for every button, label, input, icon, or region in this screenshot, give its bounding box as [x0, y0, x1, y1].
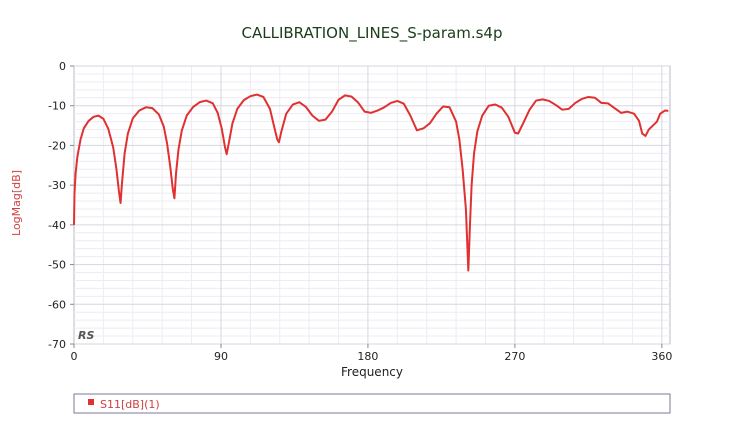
x-axis-ticks: 0 90 180 270 360: [71, 344, 672, 363]
y-tick-label: -50: [48, 259, 66, 272]
x-tick-label: 180: [357, 350, 378, 363]
major-gridlines: [74, 65, 670, 345]
series-lines: [73, 93, 669, 272]
y-tick-label: -60: [48, 298, 66, 311]
y-tick-label: -70: [48, 338, 66, 351]
y-tick-label: 0: [59, 60, 66, 73]
y-tick-label: -10: [48, 100, 66, 113]
legend-label-s11[interactable]: S11[dB](1): [100, 398, 160, 411]
y-tick-label: -20: [48, 139, 66, 152]
series-line-s11[interactable]: [73, 93, 669, 272]
rs-watermark: RS: [78, 329, 94, 342]
y-tick-label: -40: [48, 219, 66, 232]
legend-box: [73, 393, 671, 414]
x-tick-label: 270: [504, 350, 525, 363]
plot-area: [73, 65, 671, 345]
y-tick-label: -30: [48, 179, 66, 192]
x-tick-label: 90: [214, 350, 228, 363]
chart-title: CALLIBRATION_LINES_S-param.s4p: [242, 24, 503, 43]
legend-swatch-s11[interactable]: [88, 399, 94, 405]
x-tick-label: 360: [651, 350, 672, 363]
x-tick-label: 0: [71, 350, 78, 363]
y-axis-label: LogMag[dB]: [10, 170, 23, 236]
x-axis-label: Frequency: [341, 365, 403, 379]
minor-gridlines: [74, 66, 670, 344]
y-axis-ticks: 0 -10 -20 -30 -40 -50 -60 -70: [48, 60, 74, 351]
